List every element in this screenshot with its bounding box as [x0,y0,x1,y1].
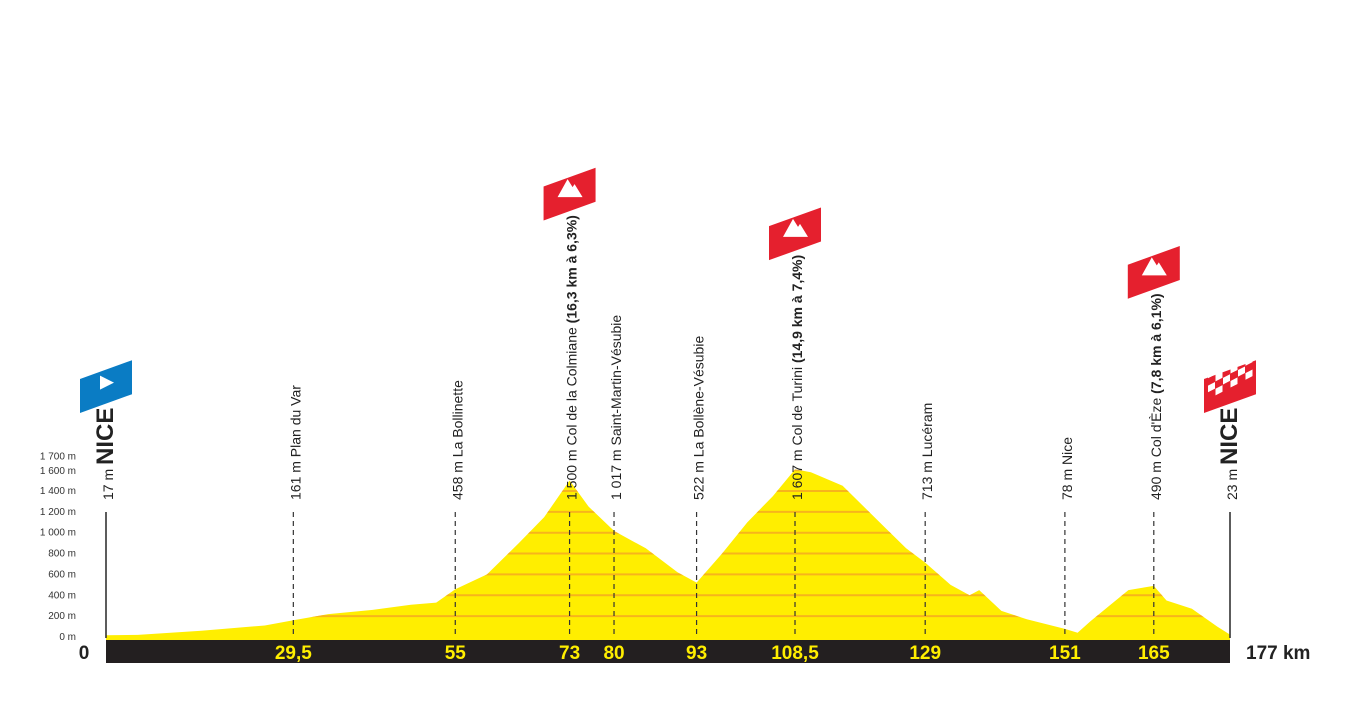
mountain-glyph [783,218,809,237]
marker-altitude: 713 m [919,457,935,500]
marker-label: 1 500 m Col de la Colmiane (16,3 km à 6,… [564,215,580,500]
marker-label: 458 m La Bollinette [449,380,465,500]
y-tick-label: 200 m [48,611,76,622]
marker-name: NICE [1216,408,1243,465]
checker-square [1208,382,1215,393]
marker-altitude: 161 m [287,457,303,500]
marker-label: 522 m La Bollène-Vésubie [691,336,707,500]
start-km-label: 0 [79,643,90,664]
km-tick-label: 93 [686,643,707,664]
y-tick-label: 800 m [48,549,76,560]
y-tick-label: 1 600 m [40,466,76,477]
mountain-glyph [1141,257,1167,276]
marker-name: NICE [92,408,119,465]
checker-square [1215,371,1223,382]
play-triangle [100,375,114,390]
marker-label: 490 m Col d'Èze (7,8 km à 6,1%) [1148,293,1164,500]
km-tick-label: 129 [909,643,941,664]
marker-label: 1 017 m Saint-Martin-Vésubie [608,315,624,500]
marker-label: 17 m NICE [92,408,119,500]
marker-altitude: 1 017 m [608,446,624,500]
marker-altitude: 1 607 m [789,446,805,500]
km-tick-label: 151 [1049,643,1081,664]
km-tick-label: 80 [603,643,624,664]
marker-altitude: 522 m [691,457,707,500]
marker-label: 161 m Plan du Var [287,385,303,500]
climb-detail: (16,3 km à 6,3%) [564,215,580,327]
y-tick-label: 1 400 m [40,486,76,497]
y-tick-label: 1 700 m [40,452,76,463]
y-tick-label: 0 m [59,632,76,643]
marker-name: La Bollinette [449,380,465,457]
climb-detail: (14,9 km à 7,4%) [789,255,805,367]
marker-label: 78 m Nice [1059,437,1075,500]
km-tick-label: 165 [1138,643,1170,664]
marker-altitude: 458 m [449,457,465,500]
km-bar [106,640,1230,663]
marker-altitude: 78 m [1059,465,1075,500]
mountain-glyph [557,179,583,198]
marker-altitude: 490 m [1148,457,1164,500]
checker-square [1238,352,1245,363]
elevation-area [106,469,1230,640]
climb-detail: (7,8 km à 6,1%) [1148,293,1164,397]
end-km-label: 177 km [1246,643,1310,664]
checker-square [1230,363,1238,374]
checker-square [1245,369,1253,380]
km-tick-label: 55 [445,643,467,664]
marker-name: La Bollène-Vésubie [691,336,707,458]
checker-square [1215,385,1223,396]
km-tick-label: 73 [559,643,580,664]
km-tick-label: 29,5 [275,643,312,664]
marker-altitude: 23 m [1224,465,1240,500]
marker-name: Col de Turini [789,367,805,446]
marker-label: 23 m NICE [1216,408,1243,500]
checker-square [1223,374,1230,385]
checker-square [1238,366,1245,377]
mountain-icon [1127,246,1180,299]
y-tick-label: 1 200 m [40,507,76,518]
y-tick-label: 600 m [48,569,76,580]
play-icon [80,360,132,413]
marker-label: 713 m Lucéram [919,403,935,500]
checker-square [1245,355,1253,366]
checker-square [1230,377,1238,388]
y-tick-label: 400 m [48,590,76,601]
marker-name: Col de la Colmiane [564,327,580,445]
marker-name: Lucéram [919,403,935,457]
mountain-icon [769,207,822,261]
checkered-flag-icon [1204,352,1256,413]
mountain-icon [543,167,596,221]
marker-label: 1 607 m Col de Turini (14,9 km à 7,4%) [789,255,805,500]
marker-name: Nice [1059,437,1075,465]
marker-name: Col d'Èze [1148,397,1164,457]
checker-square [1223,360,1230,371]
marker-altitude: 1 500 m [564,446,580,500]
y-tick-label: 1 000 m [40,528,76,539]
marker-name: Plan du Var [287,385,303,457]
km-tick-label: 108,5 [771,643,819,664]
checker-square [1208,368,1215,379]
marker-altitude: 17 m [100,465,116,500]
marker-name: Saint-Martin-Vésubie [608,315,624,446]
